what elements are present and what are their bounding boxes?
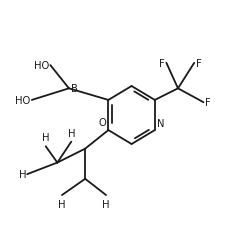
Text: H: H: [58, 199, 66, 209]
Text: O: O: [99, 117, 106, 127]
Text: H: H: [18, 169, 26, 179]
Text: B: B: [71, 84, 78, 94]
Text: F: F: [196, 58, 202, 69]
Text: F: F: [159, 58, 165, 69]
Text: HO: HO: [15, 95, 31, 106]
Text: HO: HO: [34, 61, 49, 71]
Text: H: H: [42, 133, 49, 143]
Text: H: H: [102, 199, 110, 209]
Text: H: H: [68, 128, 75, 138]
Text: F: F: [205, 98, 211, 108]
Text: N: N: [157, 119, 164, 129]
